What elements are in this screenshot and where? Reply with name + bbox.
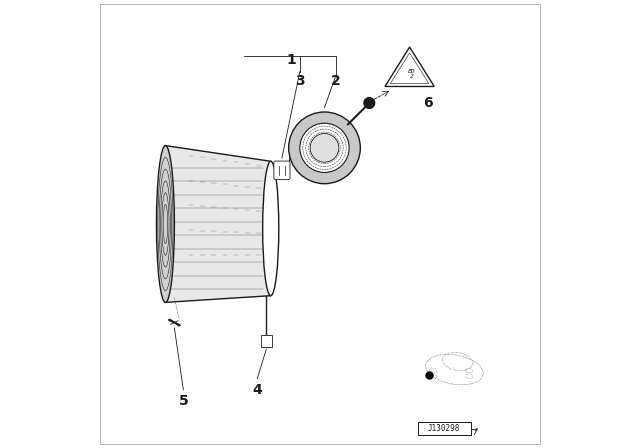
Ellipse shape (262, 161, 279, 296)
Polygon shape (165, 146, 271, 302)
Text: 5: 5 (179, 394, 188, 408)
Text: 6: 6 (422, 96, 433, 110)
Text: 3: 3 (295, 73, 305, 88)
Text: J130298: J130298 (428, 424, 460, 433)
Text: 1: 1 (286, 53, 296, 68)
Ellipse shape (300, 123, 349, 172)
Text: 2: 2 (331, 73, 340, 88)
Text: 4: 4 (252, 383, 262, 397)
FancyBboxPatch shape (418, 422, 470, 435)
Ellipse shape (310, 134, 339, 162)
FancyBboxPatch shape (274, 161, 290, 179)
FancyBboxPatch shape (261, 335, 271, 347)
Ellipse shape (156, 146, 174, 302)
Text: ED
2: ED 2 (408, 69, 415, 79)
Ellipse shape (364, 98, 374, 108)
Ellipse shape (289, 112, 360, 184)
